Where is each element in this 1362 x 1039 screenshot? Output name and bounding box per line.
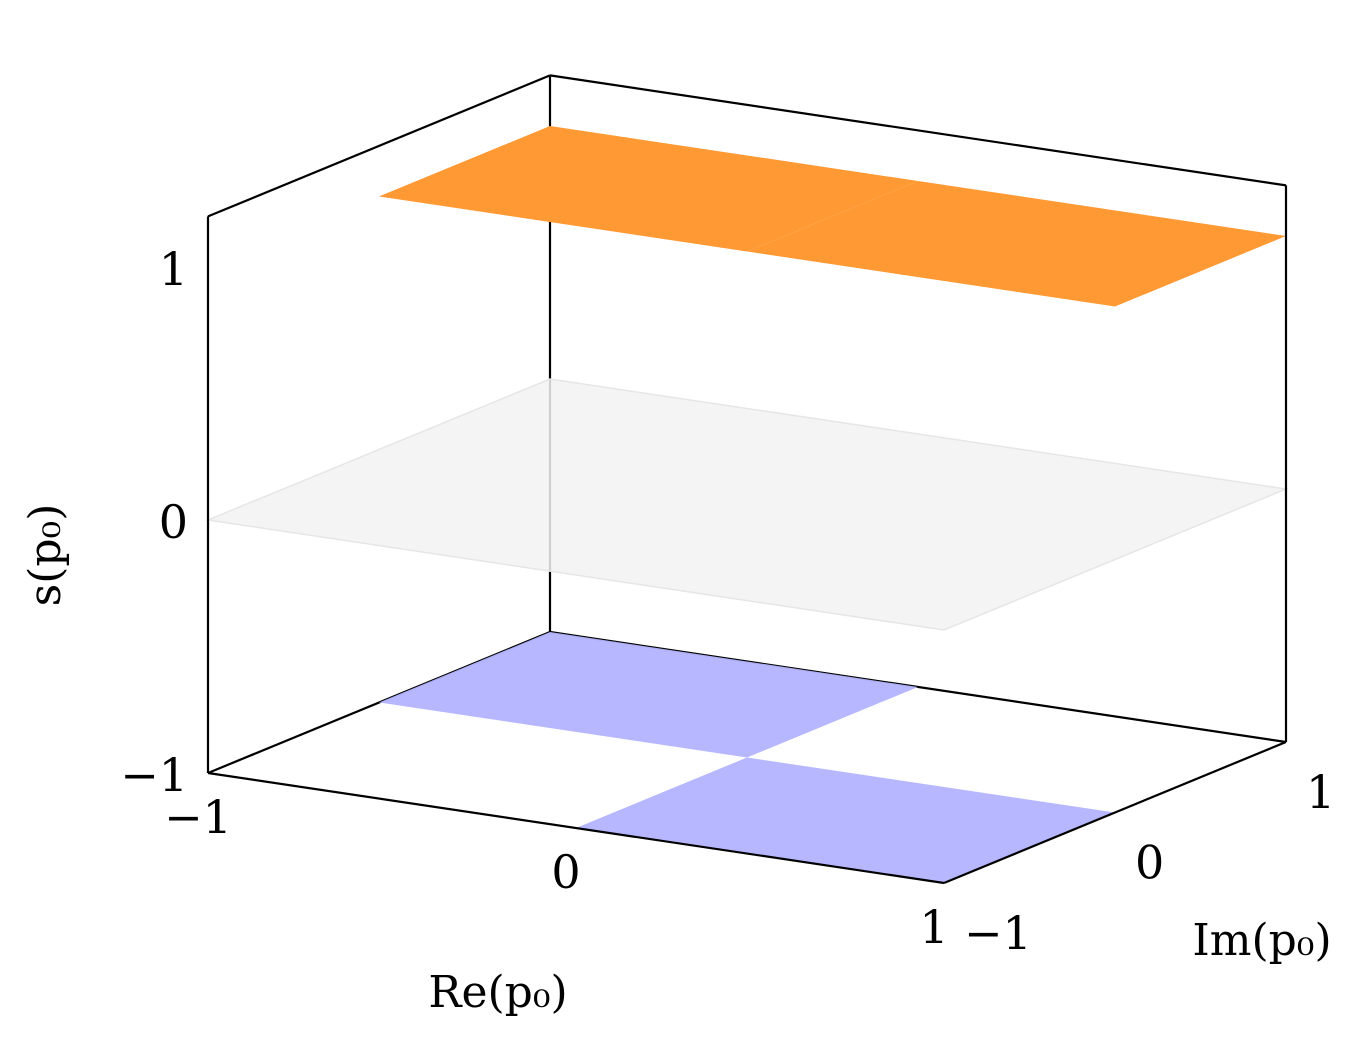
y-tick-label: −1 [964,906,1032,960]
y-tick-label: 0 [1135,836,1164,890]
back-top-edge-x [549,74,1287,187]
x-tick-label: −1 [164,790,232,844]
front-floor-edge-y [943,740,1287,885]
tick-label-layer: −1 0 1 −1 0 1 −1 0 1 [120,242,1335,960]
z-tick-label: −1 [120,748,188,802]
front-floor-edge-x [207,771,945,885]
x-axis-label: Re(p₀) [428,967,567,1018]
y-tick-label: 1 [1306,765,1335,819]
back-top-edge-y [207,74,551,218]
surface-patch-2 [379,632,918,758]
z-tick-label: 1 [159,242,188,296]
surface-patch-3 [576,757,1115,883]
front-axes-layer [206,185,1288,885]
surface-layer [205,126,1289,883]
y-axis-label: Im(p₀) [1192,915,1331,966]
z-axis-label: s(p₀) [20,504,71,607]
z-tick-label: 0 [159,495,188,549]
x-tick-label: 0 [551,845,580,899]
surface-patch-4 [205,378,1289,631]
surface-patch-0 [379,126,918,252]
surface-patch-1 [747,181,1286,307]
x-tick-label: 1 [919,900,948,954]
